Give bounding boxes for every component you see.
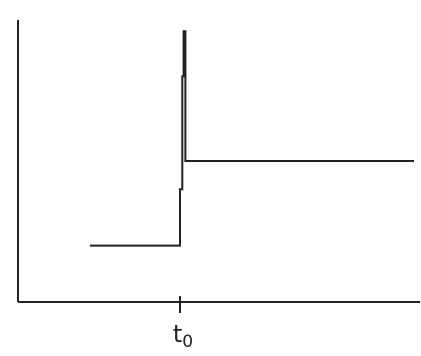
x-tick-label-t0: t0 <box>163 320 203 356</box>
tick-label-base: t <box>172 320 183 348</box>
tick-label-subscript: 0 <box>182 332 194 352</box>
series-layer <box>90 30 414 247</box>
series-line-0 <box>90 30 414 247</box>
